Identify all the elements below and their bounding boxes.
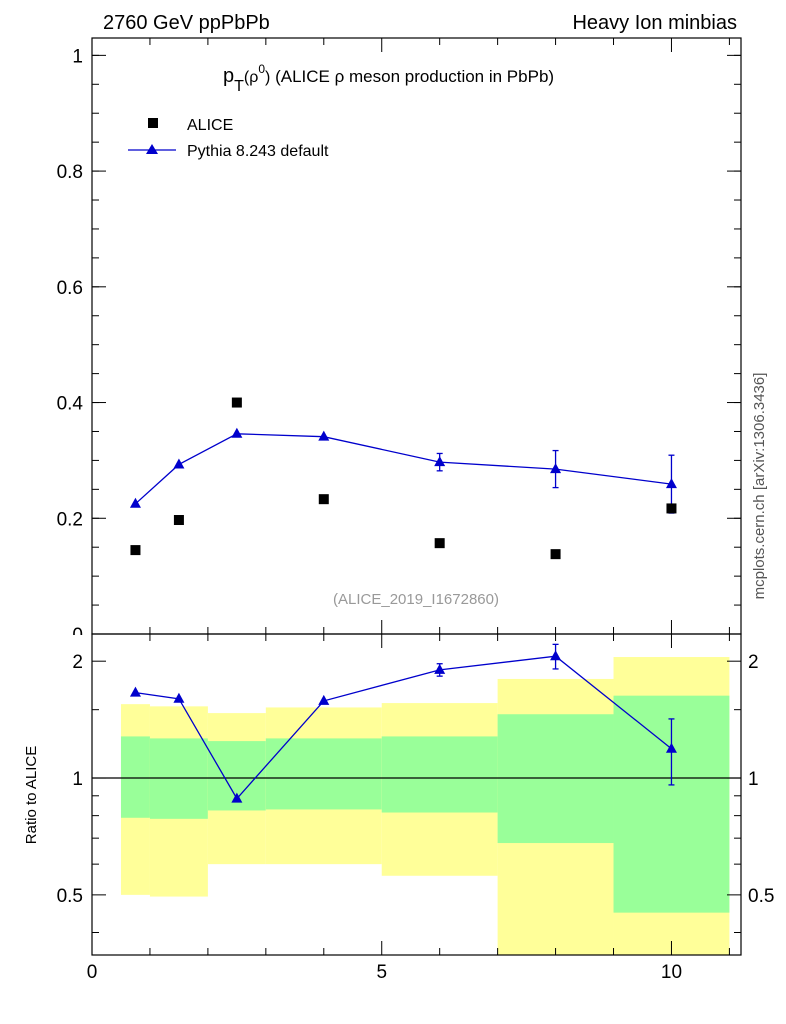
ratio-ytick-label-right: 2 bbox=[748, 652, 759, 673]
header-left: 2760 GeV ppPbPb bbox=[103, 12, 270, 34]
main-ytick-label: 0.8 bbox=[57, 162, 83, 183]
band-inner bbox=[497, 714, 614, 844]
legend-alice-label: ALICE bbox=[187, 117, 233, 134]
side-label: mcplots.cern.ch [arXiv:1306.3436] bbox=[751, 373, 768, 600]
pythia-point bbox=[173, 458, 185, 469]
watermark: (ALICE_2019_I1672860) bbox=[333, 591, 499, 608]
pythia-point bbox=[434, 456, 446, 467]
legend-pythia-marker bbox=[146, 144, 158, 154]
main-panel: 0 0.2 0.4 0.6 0.8 1 bbox=[57, 37, 742, 646]
ratio-xtick-label: 0 bbox=[87, 962, 98, 983]
alice-point bbox=[130, 545, 141, 556]
main-ytick-label: 0.2 bbox=[57, 509, 83, 530]
pythia-point bbox=[665, 478, 677, 489]
band-inner bbox=[120, 736, 150, 818]
alice-point bbox=[231, 397, 242, 408]
ratio-pythia-point bbox=[173, 692, 185, 703]
ratio-ytick-label-right: 0.5 bbox=[748, 886, 774, 907]
ratio-frame bbox=[91, 633, 742, 956]
ratio-pythia-point bbox=[434, 663, 446, 674]
main-ytick-label: 0.4 bbox=[57, 394, 84, 415]
ratio-ytick-label-right: 1 bbox=[748, 769, 759, 790]
legend-pythia-label: Pythia 8.243 default bbox=[187, 143, 329, 160]
ratio-pythia-point bbox=[231, 792, 243, 803]
alice-point bbox=[550, 549, 561, 560]
pythia-point bbox=[318, 430, 330, 441]
band-inner bbox=[265, 738, 382, 810]
header-right: Heavy Ion minbias bbox=[572, 12, 737, 34]
zero-label-mask bbox=[60, 635, 90, 645]
pythia-point bbox=[129, 497, 141, 508]
ratio-ytick-label: 2 bbox=[72, 652, 83, 673]
title-rest: (ALICE ρ meson production in PbPb) bbox=[270, 67, 554, 86]
ratio-ylabel: Ratio to ALICE bbox=[23, 746, 40, 844]
ratio-ytick-label: 0.5 bbox=[57, 886, 83, 907]
title-main: p bbox=[223, 65, 234, 87]
pythia-point bbox=[231, 427, 243, 438]
ratio-ytick-label: 1 bbox=[72, 769, 83, 790]
alice-point bbox=[173, 515, 184, 526]
chart-title: pT(ρ0) (ALICE ρ meson production in PbPb… bbox=[223, 62, 554, 95]
main-ytick-label: 1 bbox=[72, 46, 83, 67]
main-ytick-label: 0.6 bbox=[57, 278, 83, 299]
alice-point bbox=[318, 494, 329, 505]
alice-point bbox=[434, 538, 445, 549]
legend: ALICE Pythia 8.243 default bbox=[128, 117, 329, 160]
ratio-xtick-label: 5 bbox=[376, 962, 387, 983]
ratio-pythia-point bbox=[318, 694, 330, 705]
ratio-xtick-label: 10 bbox=[661, 962, 682, 983]
ratio-panel: 0.5 0.5 1 1 2 2 0 5 10 bbox=[57, 633, 774, 983]
pythia-line bbox=[135, 433, 672, 505]
ratio-pythia-point bbox=[129, 686, 141, 697]
band-inner bbox=[381, 736, 498, 813]
title-sup: 0 bbox=[258, 62, 265, 76]
legend-alice-marker bbox=[148, 118, 158, 128]
ratio-pythia-point bbox=[550, 650, 562, 661]
pythia-point bbox=[550, 463, 562, 474]
title-paren-close: ) bbox=[265, 69, 270, 86]
title-sub: T bbox=[234, 78, 244, 95]
alice-point bbox=[666, 503, 677, 514]
ratio-pythia-point bbox=[665, 742, 677, 753]
title-paren-open: (ρ bbox=[244, 69, 258, 86]
